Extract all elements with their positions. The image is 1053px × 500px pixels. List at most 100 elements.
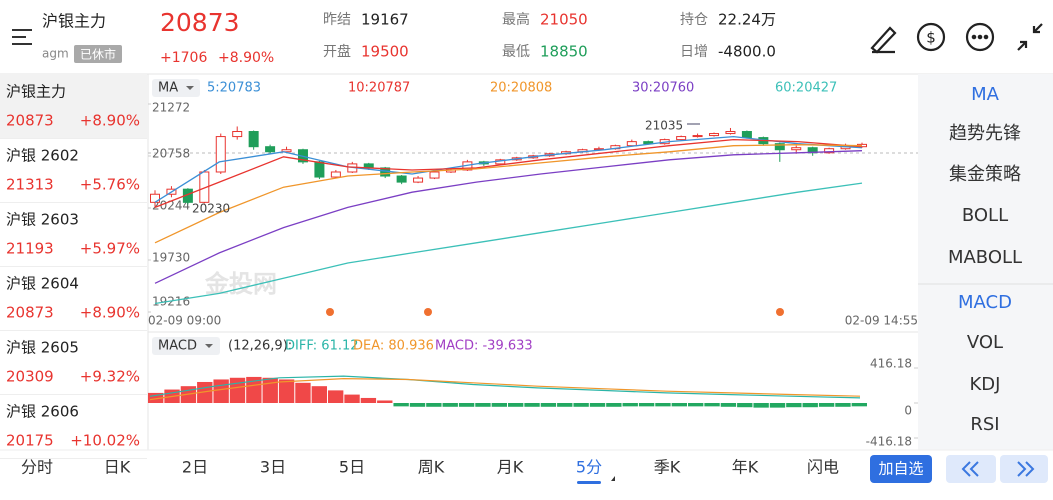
sub-indicator[interactable]: RSI [970, 414, 999, 435]
more-icon[interactable] [965, 22, 995, 52]
ma-line [154, 138, 863, 209]
macd-bar [491, 403, 507, 407]
watch-price: 20873 [6, 304, 54, 322]
dropdown-arrow [205, 344, 213, 348]
macd-bar [835, 403, 851, 407]
indicator-select[interactable] [152, 79, 200, 97]
macd-params: (12,26,9): [228, 339, 292, 354]
period-tab[interactable]: 月K [497, 458, 524, 477]
watch-pct: +10.02% [70, 432, 140, 450]
macd-bar [458, 403, 475, 407]
macd-bar [851, 403, 867, 407]
watch-name: 沪银 2605 [6, 339, 79, 357]
collapse-icon[interactable] [1017, 23, 1043, 51]
macd-bar [442, 403, 458, 407]
period-tab[interactable]: 日K [104, 458, 131, 477]
watch-pct: +5.76% [80, 176, 140, 194]
candle-body [725, 131, 736, 135]
macd-bar [540, 403, 557, 407]
macd-bar [328, 390, 344, 403]
indicator-select[interactable] [152, 337, 220, 355]
main-indicator[interactable]: 集金策略 [949, 164, 1021, 185]
time-label: 02-09 09:00 [148, 314, 221, 328]
candle-body [692, 135, 703, 138]
macd-bar [557, 403, 573, 407]
period-tab[interactable]: 5日 [339, 458, 365, 477]
watch-name: 沪银 2602 [6, 147, 79, 165]
edit-icon[interactable] [870, 26, 897, 54]
macd-dea-label: DEA: 80.936 [353, 339, 434, 354]
diff-line [149, 375, 861, 399]
stat-label: 最高 [502, 11, 530, 28]
sub-indicator[interactable]: KDJ [970, 374, 1001, 395]
add-button-label[interactable]: 加自选 [878, 460, 923, 478]
symbol-code: agm [42, 47, 69, 61]
watch-price: 20309 [6, 368, 54, 386]
period-tab[interactable]: 3日 [260, 458, 286, 477]
watch-price: 21313 [6, 176, 54, 194]
y-tick-label: -416.18 [866, 435, 912, 449]
menu-icon[interactable] [12, 29, 32, 45]
macd-bar [393, 403, 409, 407]
add-button[interactable] [870, 455, 932, 483]
ma-line [154, 144, 863, 244]
main-indicator[interactable]: MA [971, 84, 1000, 105]
indicator-panel [918, 74, 1053, 450]
indicator-name: MA [158, 81, 178, 96]
indicator-name: MACD [158, 339, 197, 354]
currency-icon[interactable]: $ [916, 22, 946, 52]
candle-body [248, 131, 259, 148]
candle-body [396, 175, 407, 183]
period-tab[interactable]: 年K [732, 458, 759, 477]
change: +1706 [160, 50, 207, 66]
macd-bar [311, 386, 327, 403]
event-dot[interactable] [424, 308, 432, 316]
watch-price: 20175 [6, 432, 54, 450]
watch-name: 沪银 2606 [6, 403, 79, 421]
prev-icon [961, 461, 979, 477]
tab-underline [577, 481, 601, 484]
time-label: 02-09 14:55 [845, 314, 918, 328]
candle-body [314, 161, 325, 178]
annotation: 21035 [645, 119, 683, 133]
macd-bar [213, 379, 229, 403]
period-tab[interactable]: 周K [418, 458, 445, 477]
period-tab[interactable]: 季K [654, 458, 681, 477]
main-indicator[interactable]: 趋势先锋 [949, 123, 1021, 144]
macd-bar [508, 403, 524, 407]
macd-bar [409, 403, 426, 407]
macd-bar [802, 403, 818, 408]
macd-bar [655, 403, 671, 407]
main-indicator[interactable]: MABOLL [948, 247, 1022, 268]
macd-bar [786, 403, 802, 408]
candle-body [709, 133, 720, 137]
period-tab[interactable]: 闪电 [807, 458, 839, 477]
stat-value: 21050 [540, 11, 588, 29]
annotation: 20230 [192, 202, 230, 216]
selected-row [0, 75, 147, 138]
macd-bar [148, 392, 164, 403]
candle-body [413, 177, 424, 183]
macd-bar [295, 382, 311, 403]
y-tick-label: 20244 [152, 199, 190, 213]
period-tab[interactable]: 5分 [576, 458, 602, 477]
watch-pct: +8.90% [80, 112, 140, 130]
watch-pct: +8.90% [80, 304, 140, 322]
period-tab[interactable]: 2日 [182, 458, 208, 477]
period-tab[interactable]: 分时 [21, 458, 53, 477]
sub-indicator[interactable]: VOL [967, 332, 1003, 353]
event-dot[interactable] [776, 308, 784, 316]
sub-indicator[interactable]: MACD [958, 292, 1012, 313]
stat-label: 最低 [502, 44, 530, 60]
main-indicator[interactable]: BOLL [962, 205, 1008, 226]
event-dot[interactable] [326, 308, 334, 316]
macd-bar [426, 403, 442, 407]
stat-label: 开盘 [323, 43, 351, 60]
candle-body [741, 131, 752, 139]
macd-bar [377, 400, 393, 403]
macd-bar [638, 403, 655, 407]
macd-bar [606, 403, 622, 407]
macd-bar [737, 403, 753, 408]
macd-diff-label: DIFF: 61.12 [285, 339, 359, 354]
candle-body [215, 136, 226, 173]
